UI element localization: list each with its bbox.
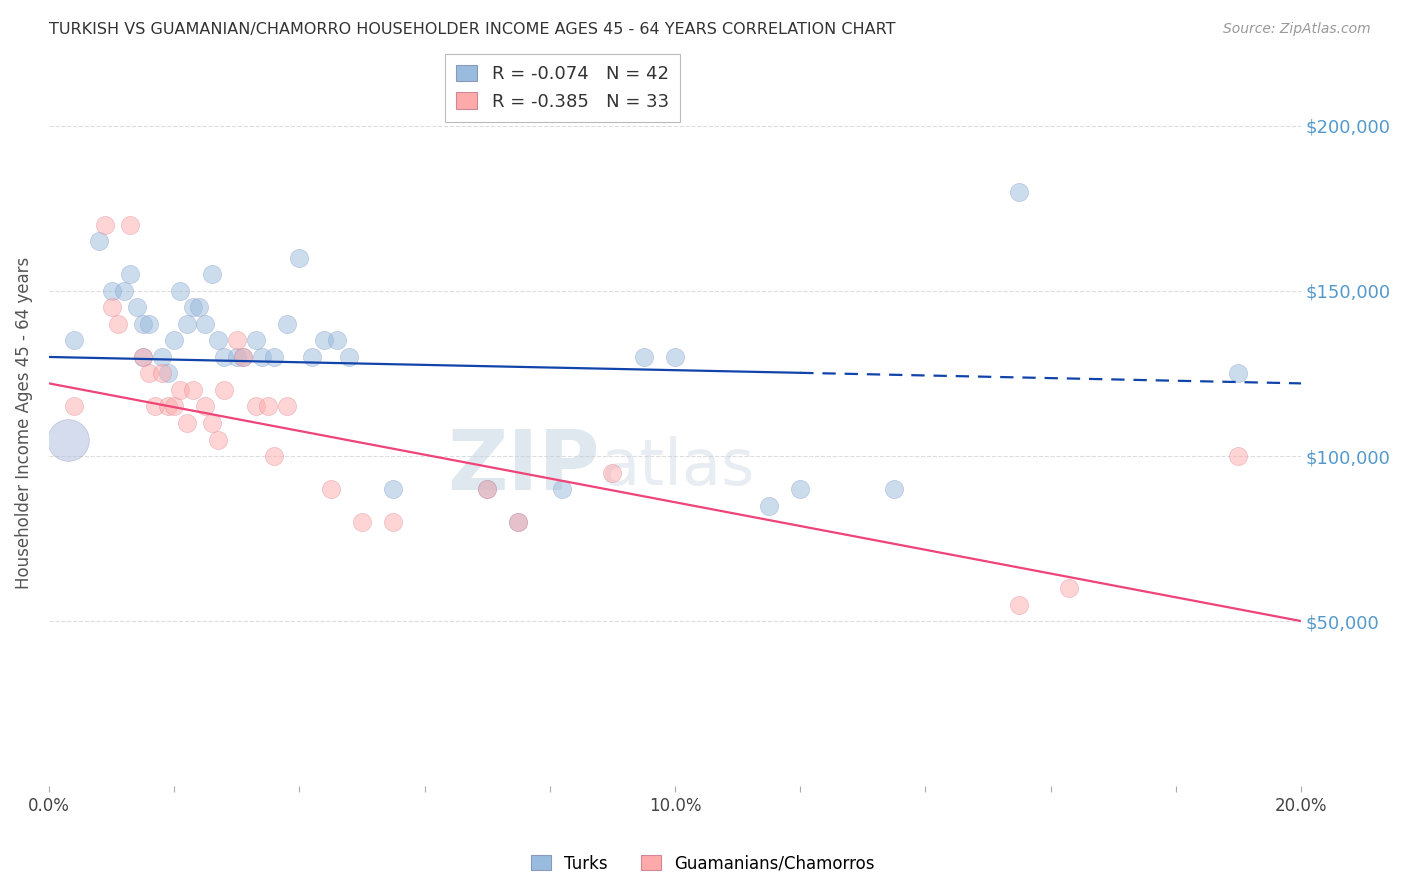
Point bbox=[201, 416, 224, 430]
Point bbox=[602, 466, 624, 480]
Point bbox=[789, 482, 811, 496]
Point bbox=[63, 400, 86, 414]
Point bbox=[263, 350, 285, 364]
Point bbox=[664, 350, 686, 364]
Point bbox=[382, 515, 405, 529]
Point bbox=[263, 449, 285, 463]
Point bbox=[163, 400, 186, 414]
Legend: R = -0.074   N = 42, R = -0.385   N = 33: R = -0.074 N = 42, R = -0.385 N = 33 bbox=[444, 54, 679, 121]
Point bbox=[56, 433, 79, 447]
Point bbox=[477, 482, 499, 496]
Point bbox=[1008, 185, 1031, 199]
Point bbox=[288, 251, 311, 265]
Text: TURKISH VS GUAMANIAN/CHAMORRO HOUSEHOLDER INCOME AGES 45 - 64 YEARS CORRELATION : TURKISH VS GUAMANIAN/CHAMORRO HOUSEHOLDE… bbox=[49, 22, 896, 37]
Point bbox=[120, 218, 142, 232]
Point bbox=[176, 416, 198, 430]
Point bbox=[138, 367, 160, 381]
Point bbox=[758, 499, 780, 513]
Point bbox=[194, 400, 217, 414]
Point bbox=[63, 334, 86, 348]
Point bbox=[169, 284, 191, 298]
Point bbox=[150, 350, 173, 364]
Point bbox=[551, 482, 574, 496]
Point bbox=[100, 284, 122, 298]
Point bbox=[132, 317, 155, 331]
Point bbox=[326, 334, 349, 348]
Point bbox=[508, 515, 530, 529]
Point bbox=[125, 301, 148, 315]
Y-axis label: Householder Income Ages 45 - 64 years: Householder Income Ages 45 - 64 years bbox=[15, 257, 32, 589]
Point bbox=[107, 317, 129, 331]
Point bbox=[257, 400, 280, 414]
Point bbox=[163, 334, 186, 348]
Point bbox=[633, 350, 655, 364]
Point bbox=[100, 301, 122, 315]
Point bbox=[138, 317, 160, 331]
Point bbox=[245, 400, 267, 414]
Point bbox=[245, 334, 267, 348]
Point bbox=[232, 350, 254, 364]
Point bbox=[250, 350, 273, 364]
Point bbox=[214, 383, 236, 397]
Legend: Turks, Guamanians/Chamorros: Turks, Guamanians/Chamorros bbox=[524, 848, 882, 880]
Point bbox=[156, 400, 179, 414]
Point bbox=[276, 317, 298, 331]
Point bbox=[1227, 367, 1250, 381]
Point bbox=[225, 334, 247, 348]
Point bbox=[319, 482, 342, 496]
Point bbox=[1059, 581, 1081, 595]
Point bbox=[194, 317, 217, 331]
Text: ZIP: ZIP bbox=[447, 426, 600, 507]
Text: atlas: atlas bbox=[600, 435, 754, 498]
Point bbox=[883, 482, 905, 496]
Point bbox=[477, 482, 499, 496]
Point bbox=[276, 400, 298, 414]
Text: Source: ZipAtlas.com: Source: ZipAtlas.com bbox=[1223, 22, 1371, 37]
Point bbox=[508, 515, 530, 529]
Point bbox=[207, 433, 229, 447]
Point bbox=[94, 218, 117, 232]
Point bbox=[382, 482, 405, 496]
Point bbox=[301, 350, 323, 364]
Point bbox=[314, 334, 336, 348]
Point bbox=[112, 284, 135, 298]
Point bbox=[120, 268, 142, 282]
Point bbox=[339, 350, 361, 364]
Point bbox=[176, 317, 198, 331]
Point bbox=[1008, 598, 1031, 612]
Point bbox=[150, 367, 173, 381]
Point bbox=[132, 350, 155, 364]
Point bbox=[232, 350, 254, 364]
Point bbox=[145, 400, 167, 414]
Point bbox=[350, 515, 373, 529]
Point bbox=[181, 383, 204, 397]
Point bbox=[132, 350, 155, 364]
Point bbox=[201, 268, 224, 282]
Point bbox=[214, 350, 236, 364]
Point bbox=[181, 301, 204, 315]
Point bbox=[87, 235, 110, 249]
Point bbox=[188, 301, 211, 315]
Point bbox=[169, 383, 191, 397]
Point bbox=[1227, 449, 1250, 463]
Point bbox=[207, 334, 229, 348]
Point bbox=[156, 367, 179, 381]
Point bbox=[225, 350, 247, 364]
